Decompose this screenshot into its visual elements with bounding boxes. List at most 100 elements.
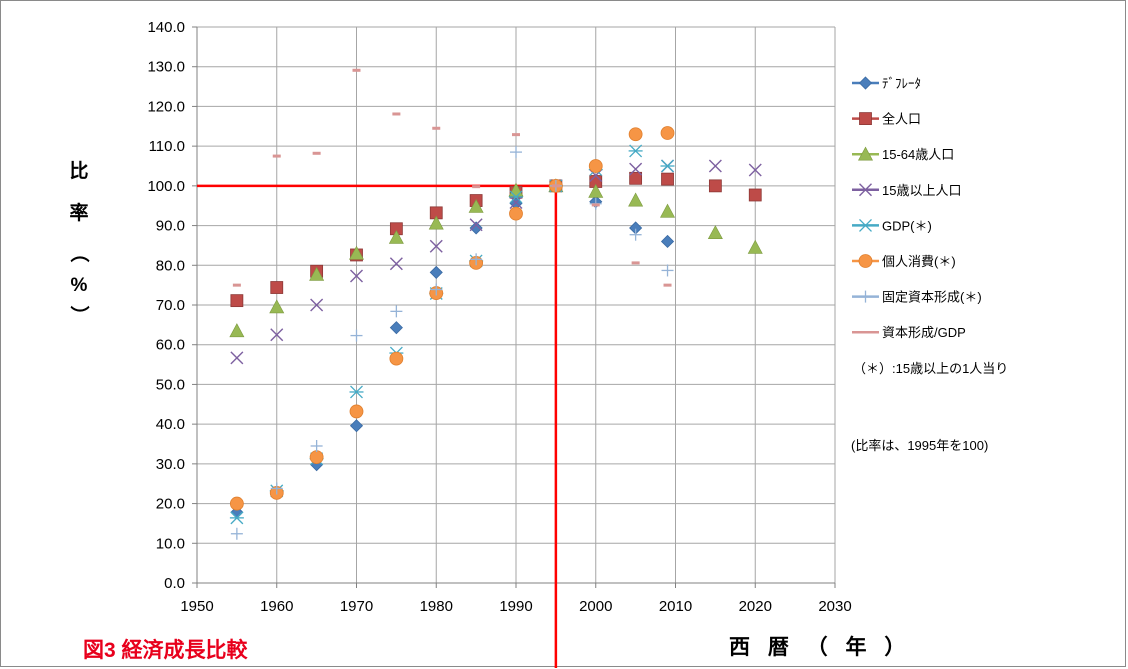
data-point — [591, 203, 600, 207]
legend-label: GDP(＊) — [882, 218, 932, 233]
legend-label: 全人口 — [882, 112, 921, 127]
x-tick-label: 1980 — [420, 598, 453, 615]
note-per-capita: （＊）:15歳以上の1人当り — [853, 361, 1008, 376]
legend-marker — [858, 218, 873, 232]
note-base-year: (比率は、1995年を100) — [851, 438, 988, 453]
y-tick-labels: 0.0 10.0 20.0 30.0 40.0 50.0 60.0 70.0 80.0 90.0 1… — [147, 19, 185, 592]
data-point — [429, 239, 443, 253]
data-point — [660, 126, 675, 140]
data-point — [509, 206, 523, 221]
legend-item: 15-64歳人口 — [852, 146, 954, 162]
y-label-char: 比 — [69, 160, 88, 182]
data-point — [629, 162, 643, 176]
series-0 — [230, 179, 675, 519]
data-point — [708, 179, 722, 193]
data-point — [470, 253, 483, 266]
series-6 — [230, 146, 674, 540]
y-tick-label: 140.0 — [147, 19, 185, 36]
x-stroke — [389, 257, 403, 271]
series-5 — [229, 126, 675, 511]
y-tick-label: 120.0 — [147, 98, 185, 115]
series-7 — [232, 68, 672, 287]
data-point — [660, 203, 676, 218]
data-point — [512, 133, 520, 137]
reference-lines — [197, 184, 558, 668]
data-point — [310, 439, 323, 452]
x-tick-label: 1970 — [340, 598, 373, 615]
figure-title: 図3 経済成長比較 — [83, 638, 249, 662]
x-stroke — [429, 239, 443, 253]
y-tick-label: 30.0 — [156, 456, 185, 473]
x-tick-labels: 1950 1960 1970 1980 1990 2000 2010 2020 2030 — [180, 598, 851, 615]
data-point — [509, 196, 523, 210]
data-point — [629, 228, 642, 241]
legend-item: 資本形成/GDP — [852, 325, 966, 340]
legend-item: GDP(＊) — [852, 218, 932, 233]
data-point — [270, 328, 284, 342]
x-stroke — [629, 162, 643, 176]
y-tick-label: 100.0 — [147, 178, 185, 195]
legend-label: 15歳以上人口 — [882, 183, 961, 198]
legend-item: 固定資本形成(＊) — [852, 290, 982, 305]
series-4 — [229, 144, 675, 525]
data-point — [312, 151, 321, 155]
data-point — [472, 185, 481, 189]
legend-label: 15-64歳人口 — [882, 147, 954, 162]
x-tick-label: 1950 — [180, 598, 213, 615]
data-point — [430, 283, 443, 296]
data-point — [309, 266, 325, 281]
y-label-char: ） — [68, 305, 91, 324]
y-tick-label: 70.0 — [156, 297, 185, 314]
data-point — [348, 245, 365, 260]
data-marks — [229, 68, 763, 540]
legend-marker — [858, 254, 873, 268]
x-stroke — [469, 218, 483, 232]
data-point — [272, 154, 281, 158]
data-point — [551, 184, 560, 188]
data-point — [469, 221, 483, 235]
data-point — [349, 404, 364, 419]
x-stroke — [708, 159, 722, 173]
data-point — [309, 450, 324, 465]
legend-label: 資本形成/GDP — [882, 325, 966, 340]
data-point — [229, 323, 245, 338]
x-tick-label: 2010 — [659, 598, 692, 615]
legend: ﾃﾞﾌﾚｰﾀ 全人口 15-64歳人口 15歳以上人口 GDP(＊) 個人消費(＊) 固定資… — [852, 76, 982, 340]
series-1 — [230, 171, 762, 308]
data-point — [468, 198, 484, 213]
legend-label: ﾃﾞﾌﾚｰﾀ — [882, 76, 921, 91]
data-point — [270, 281, 284, 294]
y-tick-label: 0.0 — [164, 575, 185, 592]
data-point — [269, 299, 285, 314]
data-point — [663, 283, 672, 287]
data-point — [229, 511, 244, 525]
y-tick-label: 130.0 — [147, 59, 185, 76]
x-tick-label: 2020 — [739, 598, 772, 615]
x-stroke — [350, 269, 363, 283]
legend-marker — [859, 290, 872, 303]
data-point — [310, 298, 324, 312]
data-point — [349, 385, 364, 399]
data-point — [230, 527, 243, 540]
y-tick-label: 60.0 — [156, 337, 185, 354]
data-point — [389, 351, 404, 366]
data-point — [748, 163, 762, 177]
data-point — [628, 144, 643, 158]
data-point — [510, 146, 522, 159]
data-point — [631, 261, 640, 265]
y-tick-label: 40.0 — [156, 416, 185, 433]
x-stroke — [310, 298, 324, 312]
data-point — [661, 172, 674, 186]
data-point — [661, 264, 674, 277]
data-point — [588, 183, 604, 198]
legend-label: 固定資本形成(＊) — [882, 290, 982, 305]
data-point — [350, 269, 363, 283]
data-point — [349, 419, 364, 433]
x-stroke — [230, 351, 244, 365]
data-point — [628, 192, 644, 207]
data-point — [388, 229, 404, 244]
legend-marker — [858, 76, 873, 90]
data-point — [270, 482, 283, 495]
x-tick-label: 1990 — [499, 598, 532, 615]
